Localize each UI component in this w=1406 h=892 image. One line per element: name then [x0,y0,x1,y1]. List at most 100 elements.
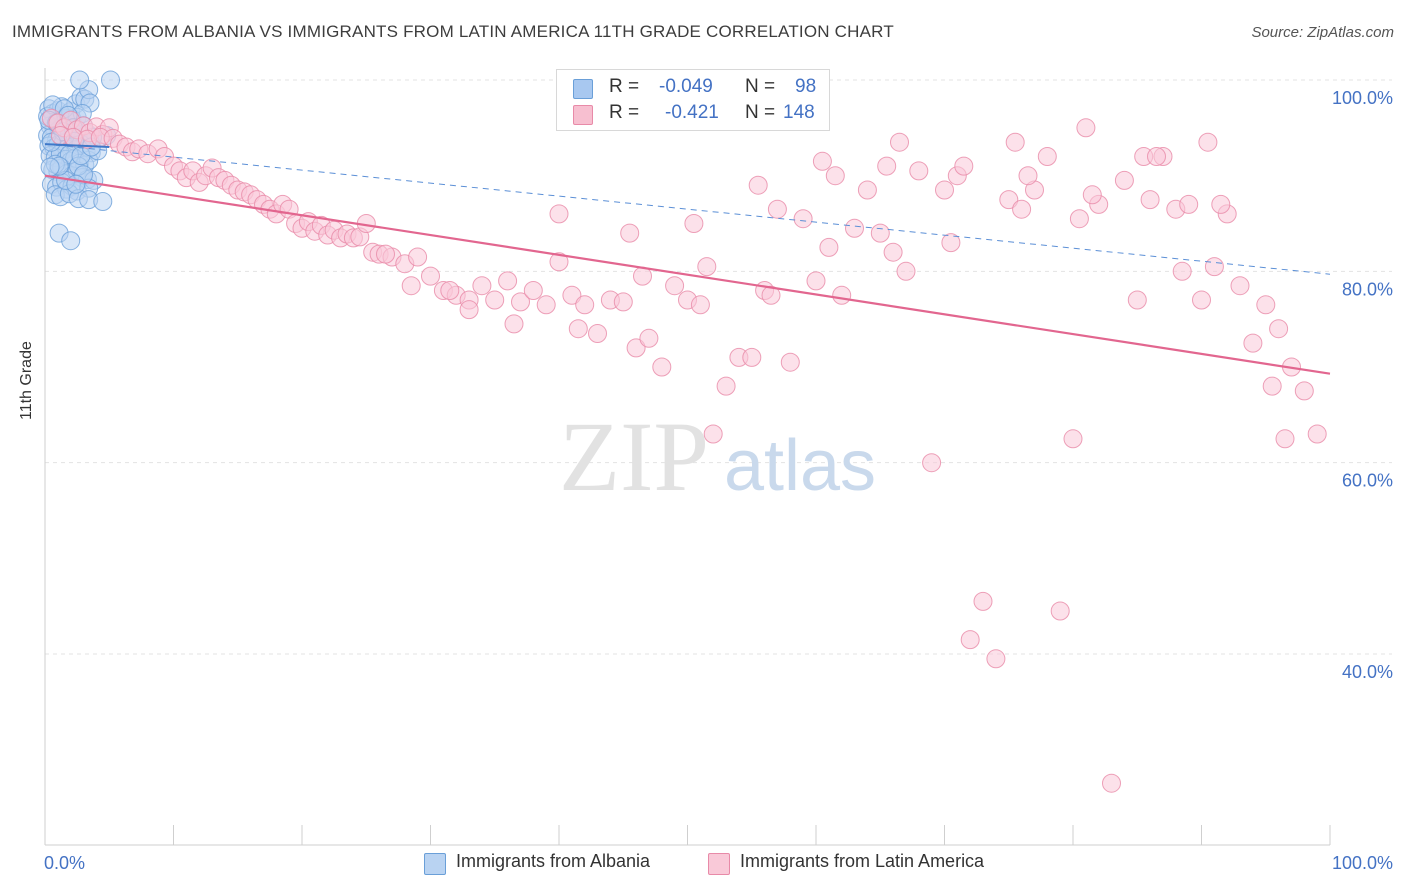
data-point [665,276,685,296]
data-point [909,161,929,181]
data-point [562,285,582,305]
watermark-zip: ZIP [559,401,709,512]
data-point [1102,773,1121,793]
data-point [761,285,781,305]
data-point [1127,290,1147,310]
data-point [536,295,556,315]
axes [44,68,1331,846]
data-point [1012,199,1032,219]
trend-line-albania [44,143,110,148]
y-tick-label: 40.0% [1342,662,1393,682]
data-point [870,223,890,243]
data-point [1147,147,1166,166]
n-label: N = [745,76,776,97]
data-point [806,271,826,291]
legend-swatch-latin-america [573,105,593,125]
data-point [748,175,768,195]
data-point [440,281,460,300]
data-point [1275,429,1295,449]
data-point [40,157,60,177]
data-point [376,244,395,264]
x-tick-label: 0.0% [44,853,85,873]
data-point [61,231,81,251]
watermark-atlas: atlas [724,426,876,506]
data-point [485,290,505,310]
data-point [1082,185,1102,205]
data-point [70,70,90,90]
data-point [1050,601,1070,621]
data-point [767,199,787,219]
data-point [819,237,839,257]
data-point [1294,381,1314,401]
y-tick-labels: 40.0% 60.0% 80.0% 100.0% [1332,88,1393,682]
data-point [472,276,492,296]
y-tick-label: 60.0% [1342,471,1393,491]
data-point [825,166,845,186]
data-point [1198,132,1218,152]
data-point [93,192,113,211]
data-point [1063,429,1083,449]
data-point [742,347,762,367]
data-point [1211,194,1231,214]
data-point [896,261,916,281]
chart-title: IMMIGRANTS FROM ALBANIA VS IMMIGRANTS FR… [12,22,894,41]
x-tick-label: 100.0% [1332,853,1393,873]
series-albania-points [38,70,120,251]
data-point [935,180,954,200]
data-point [922,453,942,473]
data-point [845,218,864,238]
r-label: R = [609,102,640,123]
source-label: Source: ZipAtlas.com [1251,24,1394,41]
data-point [1179,194,1199,214]
legend-swatch-albania [424,853,446,875]
data-point [408,247,428,267]
trend-line-albania-extended [44,143,1331,275]
watermark: ZIP atlas [559,401,876,512]
legend-swatch-latin-america [708,853,730,875]
data-point [652,357,672,377]
data-point [1256,295,1276,315]
n-label: N = [745,102,776,123]
y-tick-label: 100.0% [1332,88,1393,108]
data-point [973,591,993,611]
data-point [588,324,607,343]
r-label: R = [609,76,640,97]
data-point [812,151,832,171]
legend-label: Immigrants from Albania [456,851,651,871]
data-point [1204,257,1224,277]
data-point [941,233,961,253]
data-point [498,271,518,291]
data-point [999,190,1019,210]
data-point [613,292,633,312]
n-value: 148 [783,102,815,123]
data-point [684,214,704,233]
data-point [793,209,813,229]
data-point [1269,319,1289,339]
data-point [1076,118,1096,138]
data-point [960,630,980,650]
data-point [1069,209,1089,229]
data-point [1005,132,1025,152]
data-point [716,376,736,396]
data-point [832,285,852,305]
data-point [1172,261,1192,281]
x-tick-labels: 0.0% 100.0% [44,853,1393,873]
r-value: -0.421 [665,102,719,123]
r-value: -0.049 [659,76,713,97]
data-point [890,132,909,152]
n-value: 98 [795,76,817,97]
data-point [703,424,723,444]
data-point [1140,190,1160,210]
data-point [639,328,659,348]
legend-swatch-albania [573,79,593,99]
y-tick-label: 80.0% [1342,279,1393,299]
grid-lines [45,79,1392,655]
data-point [877,156,897,176]
data-point [954,156,974,176]
data-point [1192,290,1211,310]
data-point [780,352,800,372]
data-point [66,174,86,194]
data-point [1262,376,1282,396]
data-point [1307,424,1327,444]
